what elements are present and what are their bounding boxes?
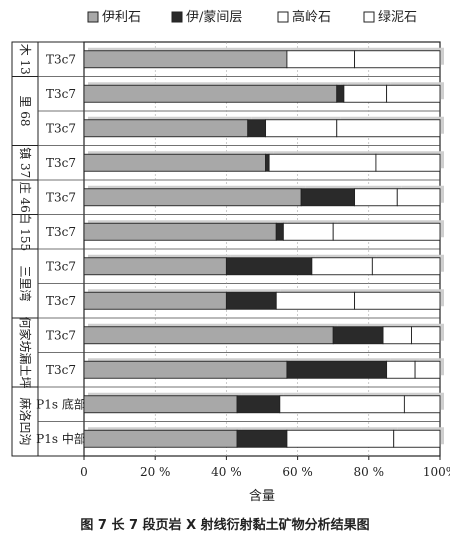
bar-segment-3 — [268, 153, 377, 172]
category-label: T3c7 — [46, 52, 76, 66]
legend-label-1: 伊利石 — [102, 10, 141, 25]
bar-segment-4 — [393, 429, 441, 448]
bar-segment-4 — [354, 291, 441, 310]
group-label: 里 68 — [18, 95, 32, 126]
group-label: 庄 46 — [18, 182, 33, 213]
x-axis-title: 含量 — [249, 488, 275, 504]
legend-label-4: 绿泥石 — [378, 10, 417, 25]
bar-segment-3 — [286, 429, 395, 448]
group-label: 麻洛凹沟 — [18, 397, 33, 445]
bar-segment-2 — [225, 257, 313, 276]
legend-label-3: 高岭石 — [292, 9, 331, 25]
category-label: T3c7 — [46, 294, 76, 308]
category-label: T3c7 — [46, 87, 76, 101]
bar-segment-4 — [386, 84, 441, 103]
bar-segment-4 — [336, 119, 441, 138]
bar-segment-4 — [375, 153, 441, 172]
bar-segment-1 — [83, 222, 277, 241]
plot-grid — [11, 41, 441, 457]
legend-swatch-2 — [171, 11, 183, 23]
category-label: P1s 中部 — [36, 431, 86, 446]
category-label: T3c7 — [46, 259, 76, 273]
bar-segment-2 — [275, 222, 284, 241]
bar-segment-3 — [354, 188, 398, 207]
bar-segment-1 — [83, 326, 334, 345]
bar-segment-1 — [83, 188, 302, 207]
bar-segment-1 — [83, 257, 227, 276]
category-label: T3c7 — [46, 225, 76, 239]
bar-segment-1 — [83, 429, 238, 448]
bar-segment-2 — [300, 188, 356, 207]
x-axis: 0 20 % 40 % 60 % 80 % 100% 含量 — [80, 456, 450, 504]
chart-legend: 伊利石 伊/蒙间层 高岭石 绿泥石 — [87, 9, 417, 25]
category-label: T3c7 — [46, 156, 76, 170]
bar-segment-2 — [265, 153, 270, 172]
bar-segment-1 — [83, 153, 267, 172]
bar-segment-2 — [247, 119, 267, 138]
x-tick-label: 20 % — [140, 465, 171, 479]
bar-segment-3 — [343, 84, 388, 103]
bar-segment-4 — [411, 326, 441, 345]
x-tick-label: 0 — [80, 465, 88, 479]
bar-segment-4 — [414, 360, 441, 379]
bar-segment-4 — [396, 188, 441, 207]
legend-swatch-1 — [87, 11, 99, 23]
bar-segment-1 — [83, 84, 338, 103]
bar-segment-4 — [371, 257, 441, 276]
category-labels: T3c7 T3c7 T3c7 T3c7 T3c7 T3c7 T3c7 T3c7 T3c7 T3c7… — [36, 52, 86, 446]
bar-series — [83, 47, 444, 448]
legend-swatch-3 — [277, 11, 289, 23]
bar-segment-2 — [236, 395, 281, 414]
bar-segment-3 — [386, 360, 416, 379]
legend-swatch-4 — [363, 11, 375, 23]
figure-caption: 图 7 长 7 段页岩 X 射线衍射黏土矿物分析结果图 — [80, 518, 370, 533]
group-label: 何家坊漏土坪 — [18, 316, 33, 388]
bar-segment-4 — [354, 50, 441, 69]
bar-segment-1 — [83, 291, 227, 310]
bar-segment-2 — [286, 360, 388, 379]
category-label: T3c7 — [46, 190, 76, 204]
category-label: P1s 底部 — [36, 396, 86, 411]
bar-segment-3 — [311, 257, 373, 276]
bar-segment-3 — [265, 119, 338, 138]
x-tick-label: 40 % — [211, 465, 242, 479]
bar-segment-2 — [336, 84, 345, 103]
legend-label-2: 伊/蒙间层 — [186, 10, 242, 25]
bar-segment-3 — [282, 222, 334, 241]
clay-mineral-chart: 伊利石 伊/蒙间层 高岭石 绿泥石 木 13 里 68 镇 37 庄 46白 155 三里湾何… — [11, 9, 450, 504]
bar-segment-1 — [83, 395, 238, 414]
bar-segment-3 — [286, 50, 356, 69]
bar-segment-3 — [275, 291, 356, 310]
group-label: 三里湾 — [18, 265, 33, 301]
bar-segment-2 — [225, 291, 277, 310]
x-tick-label: 80 % — [354, 465, 385, 479]
group-label: 镇 37 — [18, 147, 32, 178]
bar-segment-1 — [83, 360, 288, 379]
bar-segment-2 — [332, 326, 384, 345]
x-tick-label: 60 % — [282, 465, 313, 479]
bar-segment-4 — [403, 395, 441, 414]
bar-segment-4 — [332, 222, 441, 241]
category-label: T3c7 — [46, 363, 76, 377]
group-label: 木 13 — [18, 44, 32, 75]
bar-segment-3 — [382, 326, 412, 345]
x-tick-label: 100% — [423, 465, 450, 479]
category-label: T3c7 — [46, 121, 76, 135]
bar-segment-2 — [236, 429, 288, 448]
category-label: T3c7 — [46, 328, 76, 342]
bar-segment-1 — [83, 119, 249, 138]
bar-segment-3 — [279, 395, 405, 414]
bar-segment-1 — [83, 50, 288, 69]
group-label: 白 155 — [18, 212, 33, 251]
